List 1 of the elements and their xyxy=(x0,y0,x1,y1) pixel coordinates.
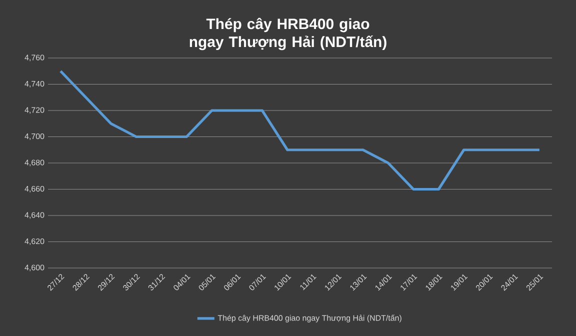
chart-title: Thép cây HRB400 giao ngay Thượng Hải (NDT/tấn) xyxy=(190,18,386,50)
